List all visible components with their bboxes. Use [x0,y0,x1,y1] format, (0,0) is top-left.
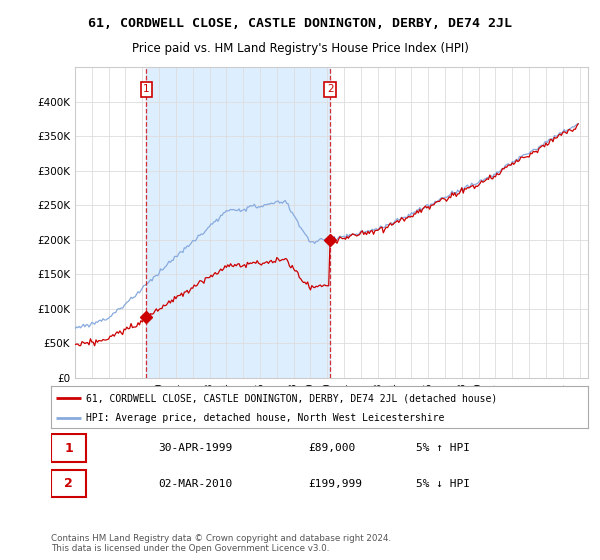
Text: 1: 1 [143,85,150,94]
Bar [146,67,330,378]
Text: 30-APR-1999: 30-APR-1999 [158,444,233,453]
Text: HPI: Average price, detached house, North West Leicestershire: HPI: Average price, detached house, Nort… [86,413,444,423]
Text: 5% ↑ HPI: 5% ↑ HPI [416,444,470,453]
Bar [51,435,86,462]
Text: 61, CORDWELL CLOSE, CASTLE DONINGTON, DERBY, DE74 2JL: 61, CORDWELL CLOSE, CASTLE DONINGTON, DE… [88,17,512,30]
Text: 61, CORDWELL CLOSE, CASTLE DONINGTON, DERBY, DE74 2JL (detached house): 61, CORDWELL CLOSE, CASTLE DONINGTON, DE… [86,393,497,403]
Text: Contains HM Land Registry data © Crown copyright and database right 2024.
This d: Contains HM Land Registry data © Crown c… [51,534,391,553]
Text: £89,000: £89,000 [309,444,356,453]
Text: 2: 2 [327,85,334,94]
Text: £199,999: £199,999 [309,479,363,488]
Text: 2: 2 [64,477,73,490]
Text: 02-MAR-2010: 02-MAR-2010 [158,479,233,488]
Text: 5% ↓ HPI: 5% ↓ HPI [416,479,470,488]
Text: 1: 1 [64,442,73,455]
Bar [51,470,86,497]
Text: Price paid vs. HM Land Registry's House Price Index (HPI): Price paid vs. HM Land Registry's House … [131,42,469,55]
